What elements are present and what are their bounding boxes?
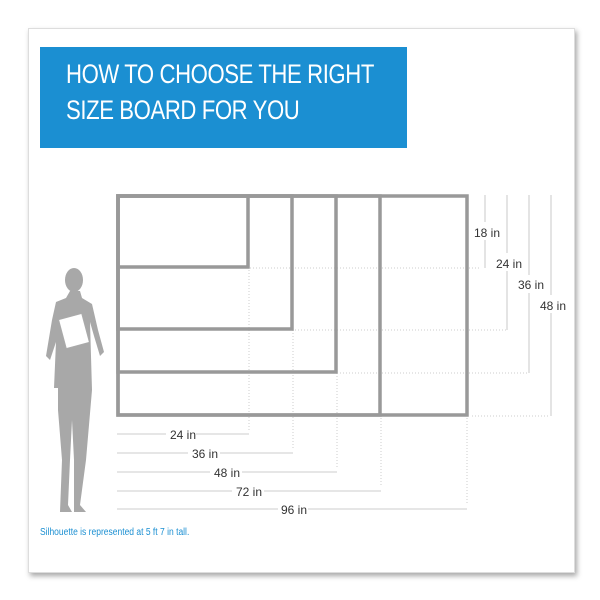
woman-silhouette-icon [46,268,104,512]
height-label-36: 36 in [518,278,544,292]
width-label-24: 24 in [170,428,196,442]
board-frames [116,194,469,417]
guide-lines [248,267,550,505]
height-label-24: 24 in [496,257,522,271]
title-banner: HOW TO CHOOSE THE RIGHT SIZE BOARD FOR Y… [40,47,407,148]
height-label-48: 48 in [540,299,566,313]
board-24x18 [116,194,250,269]
height-label-18: 18 in [474,226,500,240]
width-label-36: 36 in [192,447,218,461]
silhouette-note: Silhouette is represented at 5 ft 7 in t… [40,527,190,538]
height-dimensions [484,195,552,416]
width-label-48: 48 in [214,466,240,480]
board-48x36 [116,194,338,374]
board-96x48 [116,194,469,417]
width-dimensions [117,433,467,510]
title-line-1: HOW TO CHOOSE THE RIGHT [66,59,374,89]
board-36x24 [116,194,294,331]
width-label-96: 96 in [281,503,307,517]
width-label-72: 72 in [236,485,262,499]
clipboard-icon [57,312,91,350]
title-line-2: SIZE BOARD FOR YOU [66,95,300,125]
